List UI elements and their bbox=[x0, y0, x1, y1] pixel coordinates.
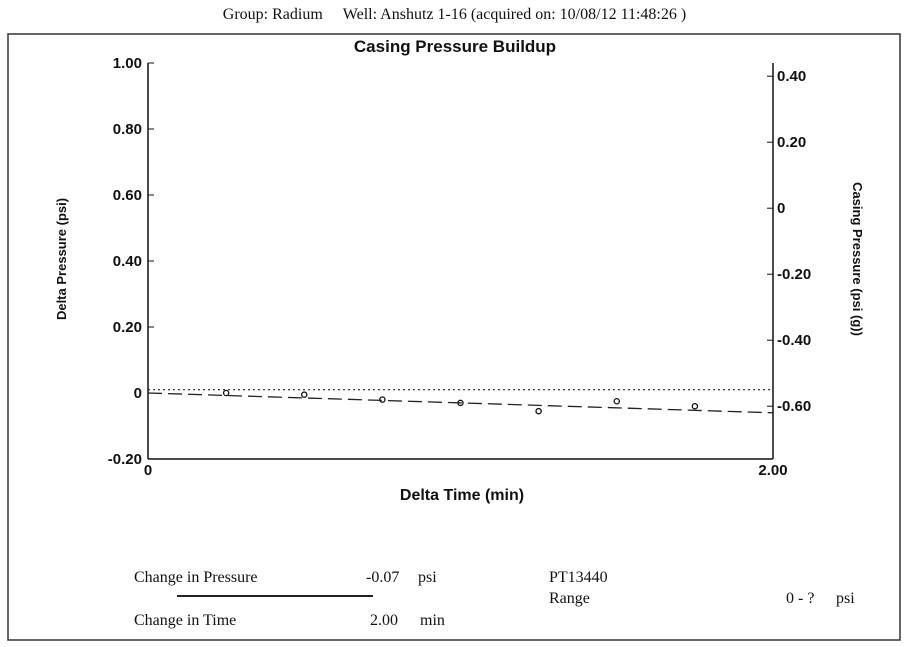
plot-area: 1.000.800.600.400.200-0.200.400.200-0.20… bbox=[108, 55, 811, 479]
change-in-time-unit: min bbox=[420, 612, 445, 629]
range-label: Range bbox=[549, 590, 590, 607]
y-tick-label: 0.40 bbox=[113, 253, 142, 270]
header: Group: Radium Well: Anshutz 1-16 (acquir… bbox=[0, 6, 909, 24]
change-in-time-value: 2.00 bbox=[370, 612, 398, 629]
y-tick-label: -0.20 bbox=[108, 451, 142, 468]
y-tick-label: 1.00 bbox=[113, 55, 142, 72]
y-tick-label: 0.80 bbox=[113, 121, 142, 138]
change-in-pressure-value: -0.07 bbox=[366, 569, 400, 586]
change-in-time-label: Change in Time bbox=[134, 612, 237, 629]
y-tick-label: 0.60 bbox=[113, 187, 142, 204]
range-value: 0 - ? bbox=[786, 590, 815, 607]
range-unit: psi bbox=[836, 590, 855, 607]
change-in-pressure-label: Change in Pressure bbox=[134, 569, 258, 586]
group-label: Group: Radium bbox=[222, 6, 323, 23]
y2-tick-label: -0.40 bbox=[777, 332, 811, 349]
x-tick-label: 0 bbox=[144, 462, 152, 479]
footer-rule bbox=[177, 595, 373, 597]
y-axis-label: Delta Pressure (psi) bbox=[54, 198, 69, 320]
y2-axis-label: Casing Pressure (psi (g)) bbox=[850, 182, 865, 336]
data-point bbox=[691, 402, 699, 410]
change-in-pressure-unit: psi bbox=[418, 569, 437, 586]
chart-title: Casing Pressure Buildup bbox=[354, 37, 556, 56]
y2-tick-label: 0.40 bbox=[777, 68, 806, 85]
data-point bbox=[379, 396, 386, 403]
data-point bbox=[613, 397, 621, 405]
x-axis-label: Delta Time (min) bbox=[400, 487, 524, 504]
y2-tick-label: 0 bbox=[777, 200, 785, 217]
y2-tick-label: -0.60 bbox=[777, 398, 811, 415]
data-point bbox=[300, 391, 308, 398]
x-tick-label: 2.00 bbox=[758, 462, 787, 479]
y2-tick-label: -0.20 bbox=[777, 266, 811, 283]
data-point bbox=[222, 389, 230, 397]
y2-tick-label: 0.20 bbox=[777, 134, 806, 151]
sensor-id: PT13440 bbox=[549, 569, 608, 586]
y-tick-label: 0.20 bbox=[113, 319, 142, 336]
well-label: Well: Anshutz 1-16 (acquired on: 10/08/1… bbox=[342, 6, 687, 23]
trend-line bbox=[147, 392, 774, 414]
y-tick-label: 0 bbox=[134, 385, 142, 402]
data-point bbox=[535, 407, 542, 415]
